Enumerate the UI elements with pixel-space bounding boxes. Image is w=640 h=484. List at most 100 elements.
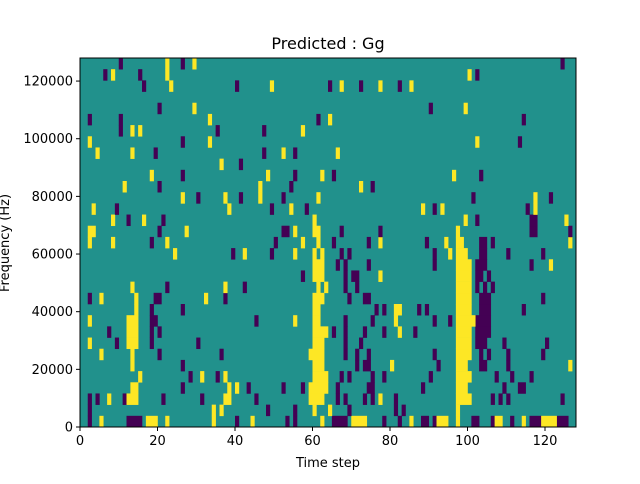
plot-frame (79, 57, 577, 428)
heatmap-cell-low (180, 169, 185, 182)
heatmap-cell-high (95, 147, 100, 159)
heatmap-cell-high (87, 236, 92, 249)
heatmap-cell-low (448, 315, 453, 327)
heatmap-cell-low (366, 382, 375, 394)
heatmap-cell-low (87, 113, 92, 126)
heatmap-cell-low (238, 158, 244, 171)
heatmap-cell-high (455, 236, 464, 249)
y-tick-label: 40000 (32, 305, 73, 320)
heatmap-cell-high (192, 58, 197, 70)
heatmap-cell-low (541, 248, 546, 260)
heatmap-cell-high (320, 169, 325, 182)
heatmap-cell-high (223, 281, 228, 294)
heatmap-cell-low (335, 382, 340, 394)
heatmap-cell-high (130, 348, 135, 361)
heatmap-cell-low (157, 326, 162, 338)
heatmap-cell-high (312, 404, 317, 417)
heatmap-cell-low (490, 236, 495, 249)
heatmap-cell-low (401, 404, 406, 417)
heatmap-cell-low (343, 393, 348, 405)
heatmap-cell-high (126, 393, 139, 405)
heatmap-cell-low (362, 292, 371, 305)
heatmap-cell-high (207, 113, 213, 126)
heatmap-cell-low (362, 326, 368, 338)
y-tick-label: 0 (65, 421, 73, 436)
heatmap-cell-low (475, 281, 480, 294)
heatmap-cell-high (455, 348, 472, 361)
heatmap-cell-low (479, 248, 488, 260)
heatmap-cell-high (169, 80, 174, 92)
heatmap-cell-low (180, 136, 185, 148)
heatmap-cell-high (87, 337, 92, 350)
heatmap-cell-low (490, 281, 495, 294)
heatmap-cell-low (114, 203, 120, 215)
heatmap-cell-high (455, 270, 472, 282)
heatmap-cell-low (293, 169, 298, 182)
heatmap-cell-low (126, 415, 143, 428)
heatmap-cell-high (390, 359, 395, 372)
heatmap-cell-high (455, 382, 468, 394)
heatmap-cell-high (192, 102, 197, 115)
heatmap-cell-low (235, 415, 240, 428)
heatmap-cell-low (362, 393, 368, 405)
heatmap-cell-high (289, 203, 294, 215)
heatmap-cell-high (320, 415, 325, 428)
heatmap-cell-high (165, 415, 170, 428)
heatmap-cell-low (180, 382, 185, 394)
heatmap-cell-low (506, 348, 511, 361)
heatmap-cell-high (219, 404, 224, 417)
x-tick-label: 60 (304, 434, 321, 449)
heatmap-cell-low (231, 248, 236, 260)
heatmap-cell-high (99, 292, 104, 305)
heatmap-cell-low (397, 415, 402, 428)
heatmap-cell-high (126, 315, 139, 327)
heatmap-cell-low (475, 326, 492, 338)
y-axis-label: Frequency (Hz) (0, 194, 13, 292)
heatmap-cell-low (235, 80, 240, 92)
heatmap-cell-low (479, 236, 488, 249)
heatmap-cell-low (432, 203, 437, 215)
heatmap-cell-low (506, 393, 511, 405)
heatmap-cell-low (517, 136, 523, 148)
heatmap-cell-low (382, 326, 387, 338)
heatmap-cell-low (545, 337, 550, 350)
heatmap-cell-low (370, 371, 375, 383)
heatmap-cell-high (455, 259, 472, 271)
heatmap-cell-low (560, 58, 565, 70)
heatmap-cell-low (273, 236, 278, 249)
heatmap-cell-high (266, 169, 271, 182)
heatmap-cell-high (227, 382, 232, 394)
heatmap-cell-high (568, 236, 573, 249)
heatmap-cell-low (149, 236, 154, 249)
heatmap-cell-low (331, 415, 348, 428)
heatmap-cell-high (455, 225, 461, 238)
x-tick-label: 80 (382, 434, 399, 449)
heatmap-cell-low (126, 214, 131, 227)
heatmap-cell-low (343, 337, 348, 350)
heatmap-cell-low (339, 225, 344, 238)
heatmap-cell-high (455, 371, 472, 383)
y-tick-label: 20000 (32, 363, 73, 378)
heatmap-cell-low (87, 393, 92, 405)
heatmap-cell-low (262, 125, 267, 137)
heatmap-cell-high (409, 415, 414, 428)
heatmap-cell-low (281, 382, 286, 394)
heatmap-cell-low (196, 192, 201, 204)
heatmap-cell-high (126, 326, 139, 338)
heatmap-cell-high (258, 181, 263, 193)
heatmap-cell-low (95, 393, 100, 405)
heatmap-cell-high (339, 80, 344, 92)
heatmap-cell-low (343, 281, 348, 294)
heatmap-cell-low (506, 248, 511, 260)
heatmap-cell-high (316, 192, 321, 204)
heatmap-cell-high (448, 248, 453, 260)
heatmap-cell-low (219, 348, 224, 361)
heatmap-cell-high (211, 404, 216, 417)
heatmap-cell-low (382, 371, 387, 383)
heatmap-cell-high (455, 337, 472, 350)
heatmap-cell-high (455, 393, 472, 405)
heatmap-cell-high (312, 337, 325, 350)
heatmap-cell-low (293, 415, 298, 428)
heatmap-cell-high (149, 169, 154, 182)
heatmap-cell-low (355, 359, 360, 372)
